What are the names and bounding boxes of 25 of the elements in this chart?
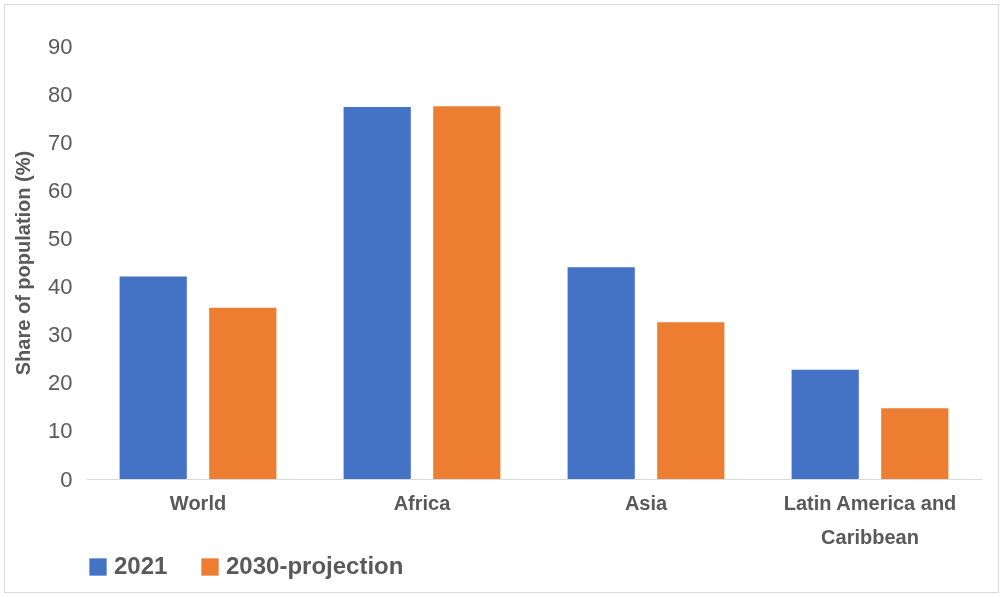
x-tick-label: Africa [393, 491, 452, 514]
legend-label: 2021 [114, 552, 168, 579]
x-tick-label: Asia [624, 491, 668, 514]
y-tick-label: 70 [48, 129, 73, 155]
y-tick-label: 30 [48, 322, 73, 348]
bar [881, 408, 949, 479]
y-tick-label: 0 [60, 466, 73, 492]
legend-label: 2030-projection [226, 552, 404, 579]
y-tick-label: 40 [48, 274, 73, 300]
bar [209, 307, 277, 479]
y-tick-label: 80 [48, 81, 73, 107]
y-axis-title: Share of population (%) [12, 150, 35, 376]
bar [657, 322, 725, 479]
x-tick-label: Latin America and Caribbean [783, 491, 957, 548]
y-tick-label: 10 [48, 418, 73, 444]
bar [791, 369, 859, 479]
bar [567, 267, 635, 479]
bar [433, 106, 501, 479]
y-tick-label: 20 [48, 370, 73, 396]
bar [343, 107, 411, 479]
y-tick-label: 90 [48, 33, 73, 59]
bar [119, 276, 187, 479]
y-tick-label: 50 [48, 225, 73, 251]
y-tick-label: 60 [48, 177, 73, 203]
x-tick-label: World [169, 491, 227, 514]
